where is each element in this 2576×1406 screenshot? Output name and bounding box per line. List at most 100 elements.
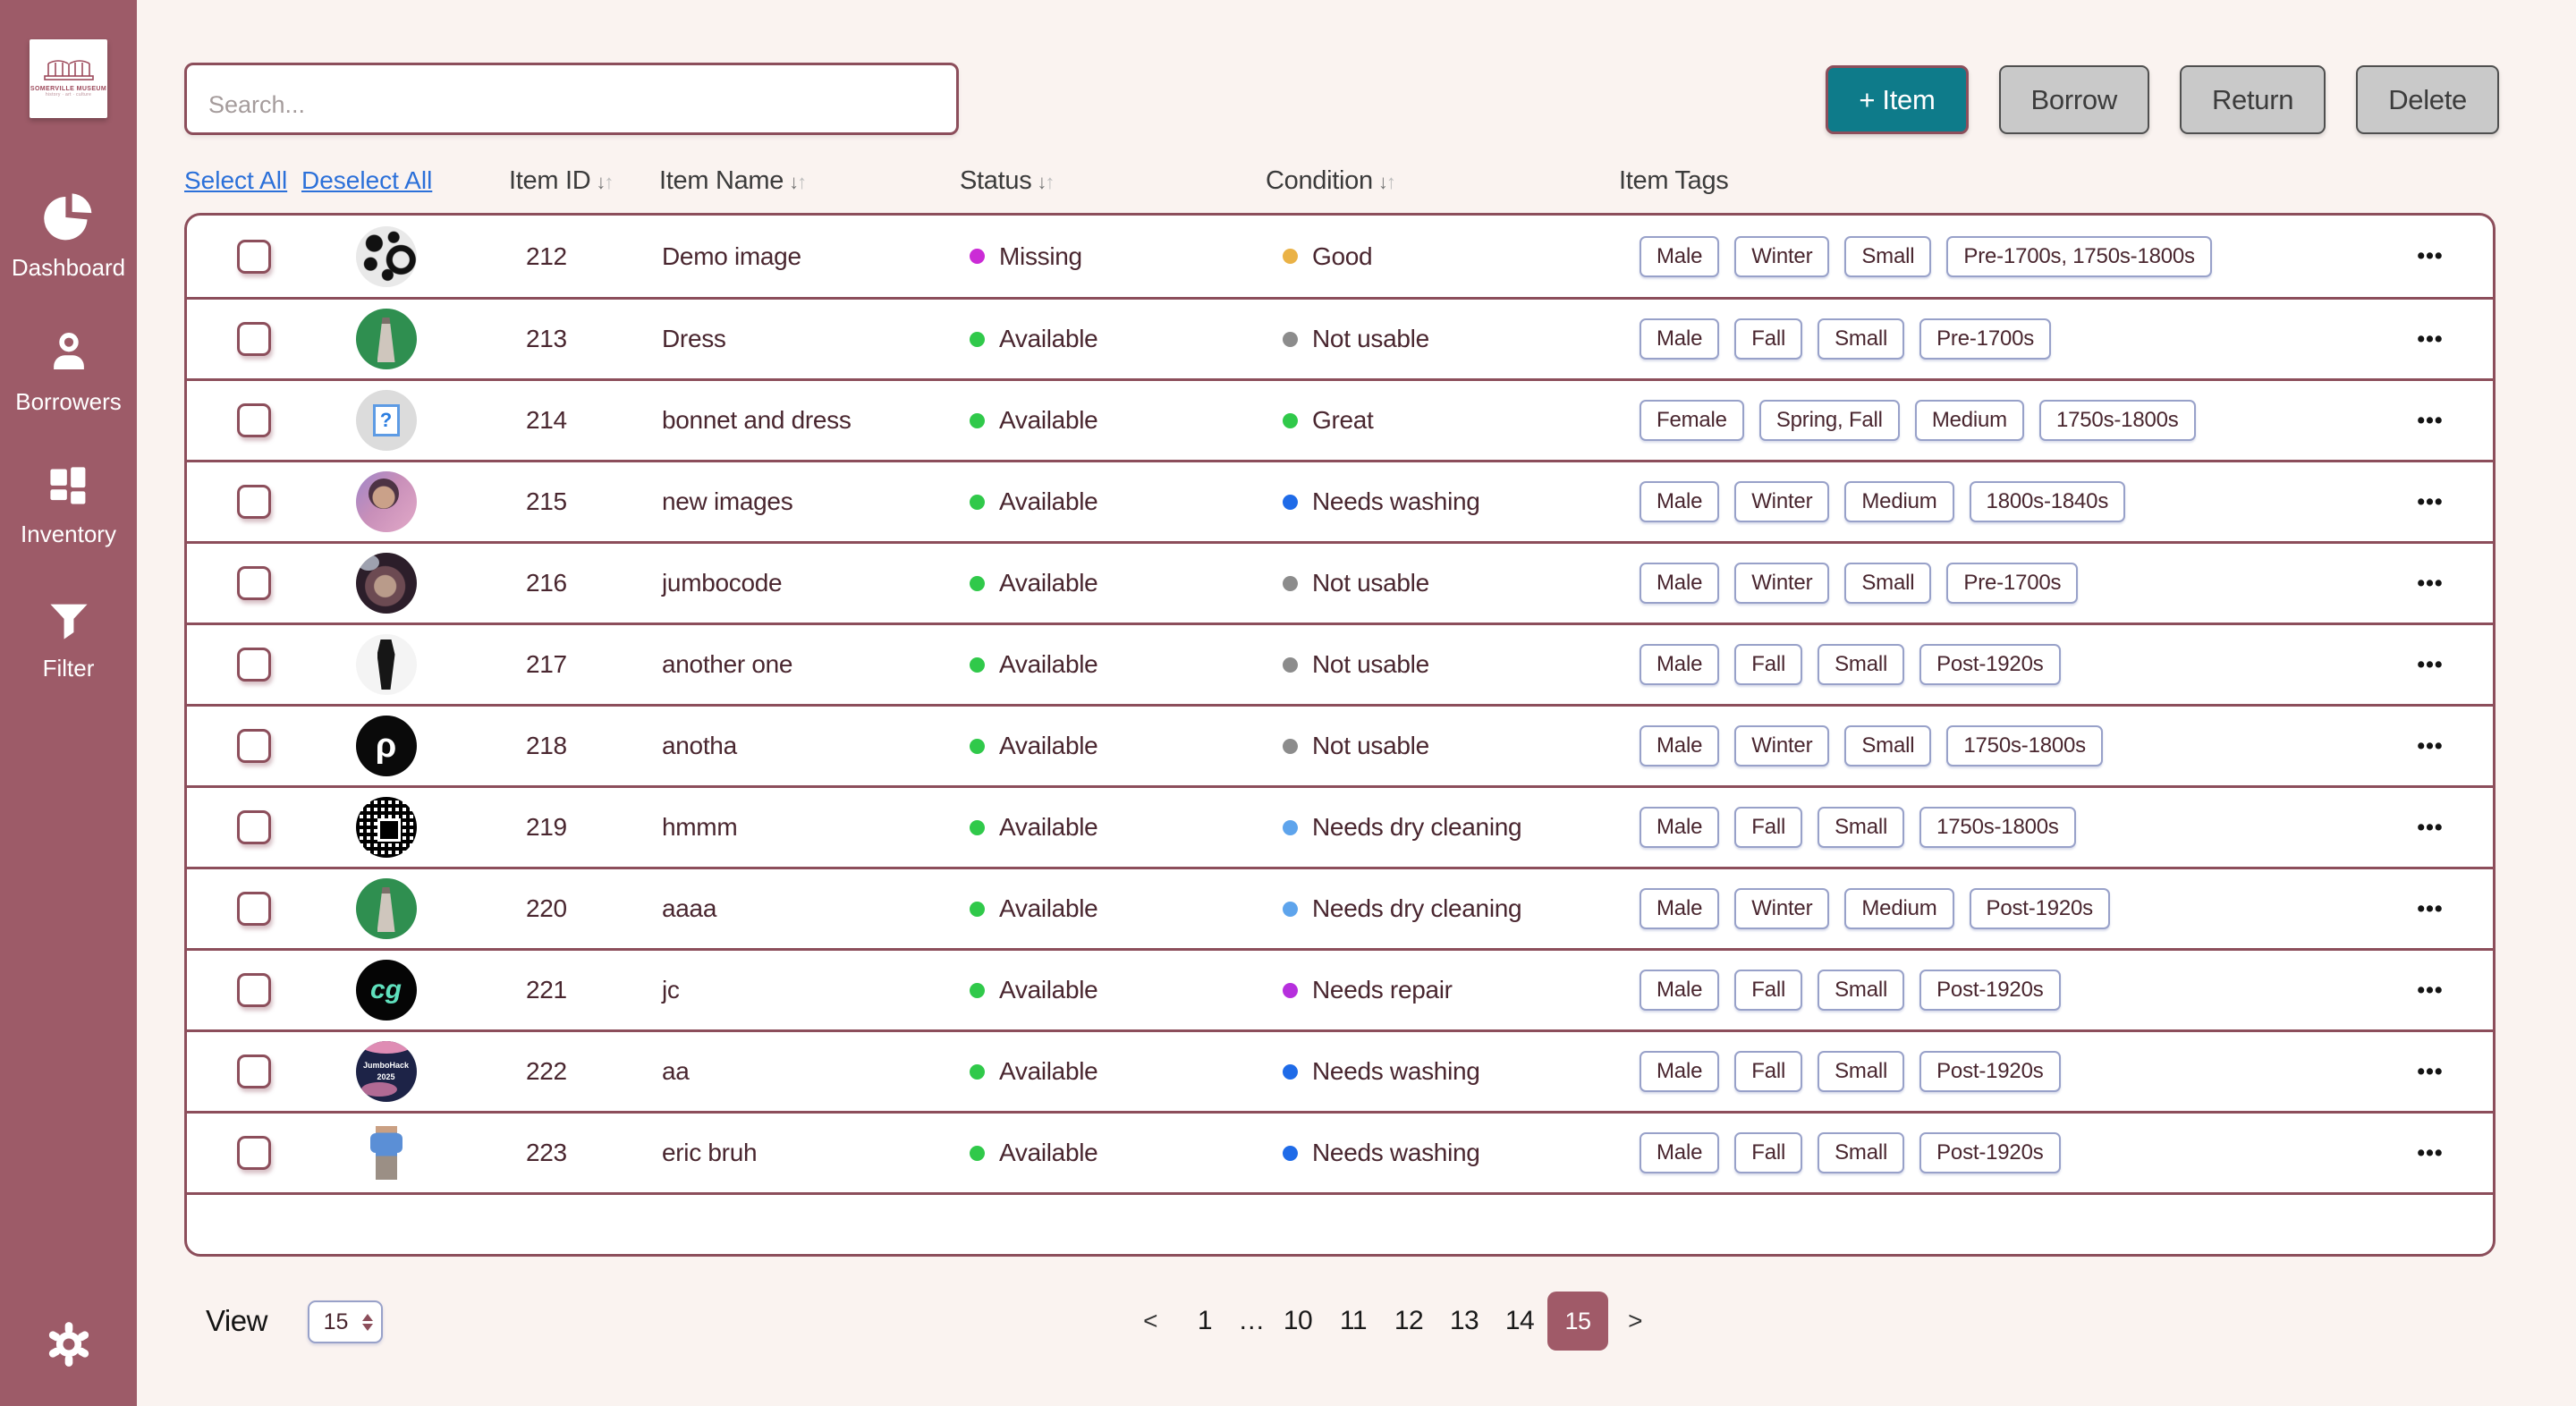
row-menu-button[interactable]: •••	[2368, 896, 2493, 922]
view-label: View	[206, 1304, 267, 1338]
row-checkbox[interactable]	[237, 648, 271, 682]
delete-button[interactable]: Delete	[2356, 65, 2499, 134]
status-dot-icon	[970, 820, 985, 835]
tag-chip: Winter	[1734, 563, 1829, 604]
tag-chip: Pre-1700s	[1946, 563, 2078, 604]
row-menu-button[interactable]: •••	[2368, 571, 2493, 597]
item-id: 218	[451, 732, 639, 760]
row-menu-button[interactable]: •••	[2368, 326, 2493, 352]
tag-chip: 1750s-1800s	[1919, 807, 2076, 848]
sort-icon: ↓↑	[1378, 171, 1394, 193]
item-name: aaaa	[639, 894, 943, 923]
row-menu-button[interactable]: •••	[2368, 733, 2493, 759]
tag-chip: Male	[1640, 888, 1719, 929]
table-row[interactable]: ρ 218 anotha Available Not usable MaleWi…	[187, 704, 2493, 785]
borrow-button[interactable]: Borrow	[1999, 65, 2149, 134]
row-menu-button[interactable]: •••	[2368, 1140, 2493, 1166]
tag-chip: Fall	[1734, 318, 1802, 360]
tag-chip: Post-1920s	[1970, 888, 2110, 929]
item-tags: MaleFallSmallPost-1920s	[1627, 1051, 2368, 1092]
table-row[interactable]: JumboHack 2025 222 aa Available Needs wa…	[187, 1029, 2493, 1111]
table-row[interactable]: cg 221 jc Available Needs repair MaleFal…	[187, 948, 2493, 1029]
tag-chip: Winter	[1734, 236, 1829, 277]
item-thumbnail	[356, 471, 417, 532]
page-button[interactable]: 13	[1436, 1306, 1492, 1336]
tag-chip: Male	[1640, 236, 1719, 277]
tag-chip: Male	[1640, 970, 1719, 1011]
table-row[interactable]: 216 jumbocode Available Not usable MaleW…	[187, 541, 2493, 623]
tag-chip: Male	[1640, 644, 1719, 685]
row-menu-button[interactable]: •••	[2368, 489, 2493, 515]
column-header-condition[interactable]: Condition↓↑	[1266, 166, 1394, 196]
table-row[interactable]: 217 another one Available Not usable Mal…	[187, 623, 2493, 704]
row-checkbox[interactable]	[237, 485, 271, 519]
row-checkbox[interactable]	[237, 973, 271, 1007]
page-button[interactable]: 11	[1326, 1306, 1381, 1336]
page-button[interactable]: 10	[1270, 1306, 1326, 1336]
condition-dot-icon	[1283, 820, 1298, 835]
row-menu-button[interactable]: •••	[2368, 815, 2493, 841]
return-button[interactable]: Return	[2180, 65, 2326, 134]
row-checkbox[interactable]	[237, 1136, 271, 1170]
next-page-button[interactable]: >	[1608, 1307, 1662, 1335]
row-menu-button[interactable]: •••	[2368, 652, 2493, 678]
table-row[interactable]: 223 eric bruh Available Needs washing Ma…	[187, 1111, 2493, 1192]
page-button-active[interactable]: 15	[1547, 1292, 1608, 1351]
page-size-select[interactable]: 15	[308, 1300, 383, 1343]
select-all-link[interactable]: Select All	[184, 166, 287, 195]
museum-building-icon	[43, 60, 95, 83]
table-row[interactable]: 219 hmmm Available Needs dry cleaning Ma…	[187, 785, 2493, 867]
status-dot-icon	[970, 495, 985, 510]
row-menu-button[interactable]: •••	[2368, 243, 2493, 269]
row-checkbox[interactable]	[237, 1054, 271, 1088]
table-row[interactable]: 220 aaaa Available Needs dry cleaning Ma…	[187, 867, 2493, 948]
row-checkbox[interactable]	[237, 566, 271, 600]
tag-chip: Post-1920s	[1919, 644, 2060, 685]
row-checkbox[interactable]	[237, 729, 271, 763]
page-button[interactable]: 14	[1492, 1306, 1547, 1336]
column-header-item-name[interactable]: Item Name↓↑	[659, 166, 805, 196]
tag-chip: Small	[1844, 236, 1931, 277]
deselect-all-link[interactable]: Deselect All	[301, 166, 432, 195]
sidebar-item-borrowers[interactable]: Borrowers	[0, 329, 137, 416]
table-row[interactable]: ? 214 bonnet and dress Available Great F…	[187, 378, 2493, 460]
item-condition: Needs washing	[1256, 1057, 1627, 1086]
table-row[interactable]: 212 Demo image Missing Good MaleWinterSm…	[187, 216, 2493, 297]
item-condition: Needs dry cleaning	[1256, 894, 1627, 923]
table-row[interactable]: 215 new images Available Needs washing M…	[187, 460, 2493, 541]
row-checkbox[interactable]	[237, 322, 271, 356]
add-item-button[interactable]: + Item	[1826, 65, 1968, 134]
row-menu-button[interactable]: •••	[2368, 1059, 2493, 1085]
avatar-glyph: JumboHack 2025	[356, 1060, 417, 1082]
page-button[interactable]: 1	[1177, 1306, 1233, 1336]
condition-dot-icon	[1283, 983, 1298, 998]
prev-page-button[interactable]: <	[1123, 1307, 1177, 1335]
tag-chip: Medium	[1915, 400, 2024, 441]
table-row[interactable]: 213 Dress Available Not usable MaleFallS…	[187, 297, 2493, 378]
status-dot-icon	[970, 739, 985, 754]
row-menu-button[interactable]: •••	[2368, 978, 2493, 1004]
column-header-status[interactable]: Status↓↑	[960, 166, 1053, 196]
sidebar-item-filter[interactable]: Filter	[0, 597, 137, 682]
item-condition: Good	[1256, 242, 1627, 271]
grid-icon	[46, 463, 92, 510]
row-menu-button[interactable]: •••	[2368, 408, 2493, 434]
row-checkbox[interactable]	[237, 240, 271, 274]
settings-button[interactable]	[0, 1321, 137, 1372]
item-thumbnail	[356, 226, 417, 287]
tag-chip: Small	[1844, 563, 1931, 604]
page-button[interactable]: 12	[1381, 1306, 1436, 1336]
row-checkbox[interactable]	[237, 892, 271, 926]
row-checkbox[interactable]	[237, 403, 271, 437]
column-header-item-id[interactable]: Item ID↓↑	[509, 166, 612, 196]
item-tags: MaleFallSmallPre-1700s	[1627, 318, 2368, 360]
tag-chip: Fall	[1734, 644, 1802, 685]
item-id: 212	[451, 242, 639, 271]
item-status: Available	[943, 976, 1256, 1004]
row-checkbox[interactable]	[237, 810, 271, 844]
sidebar-item-dashboard[interactable]: Dashboard	[0, 191, 137, 282]
sidebar-item-inventory[interactable]: Inventory	[0, 463, 137, 548]
search-input[interactable]	[184, 63, 959, 135]
item-tags: MaleWinterMediumPost-1920s	[1627, 888, 2368, 929]
museum-logo[interactable]: SOMERVILLE MUSEUM history · art · cultur…	[30, 39, 107, 118]
